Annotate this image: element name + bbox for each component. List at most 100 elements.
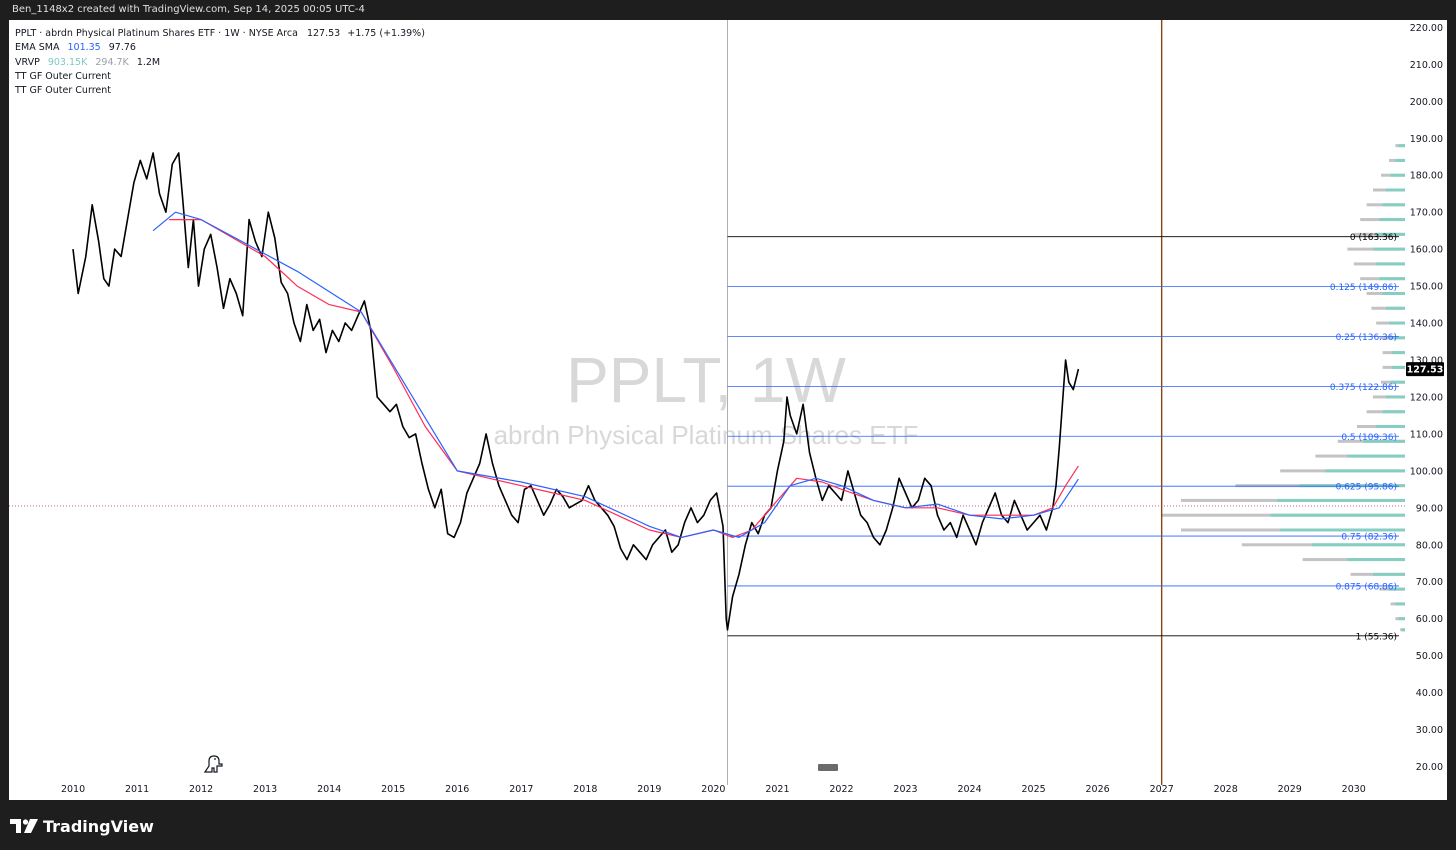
legend-vrvp-row[interactable]: VRVP 903.15K 294.7K 1.2M xyxy=(15,56,425,70)
chart-legend: PPLT · abrdn Physical Platinum Shares ET… xyxy=(15,27,425,98)
vp-bar-up xyxy=(1390,336,1405,340)
x-tick-label: 2028 xyxy=(1214,784,1238,795)
vp-bar-up xyxy=(1390,380,1405,384)
y-tick-label: 140.00 xyxy=(1410,319,1443,330)
vp-bar-up xyxy=(1392,365,1405,369)
y-tick-label: 180.00 xyxy=(1410,171,1443,182)
dino-icon[interactable] xyxy=(203,755,223,773)
y-tick-label: 50.00 xyxy=(1416,651,1443,662)
tradingview-brand[interactable]: TradingView xyxy=(10,816,154,836)
header-caption: Ben_1148x2 created with TradingView.com,… xyxy=(12,4,365,15)
series-sma-line[interactable] xyxy=(152,211,1079,538)
legend-ema-sma-row[interactable]: EMA SMA 101.35 97.76 xyxy=(15,41,425,55)
x-tick-label: 2015 xyxy=(381,784,405,795)
y-tick-label: 170.00 xyxy=(1410,208,1443,219)
watermark-title: PPLT, 1W xyxy=(566,344,846,416)
x-tick-label: 2017 xyxy=(509,784,533,795)
fib-level-label: 1 (55.36) xyxy=(1356,632,1397,642)
vp-bar-up xyxy=(1280,528,1405,532)
y-tick-label: 160.00 xyxy=(1410,245,1443,256)
y-tick-label: 40.00 xyxy=(1416,688,1443,699)
x-tick-label: 2010 xyxy=(61,784,85,795)
x-tick-label: 2013 xyxy=(253,784,277,795)
vrvp-up-value: 903.15K xyxy=(47,56,88,68)
y-tick-label: 120.00 xyxy=(1410,392,1443,403)
vp-bar-up xyxy=(1401,628,1405,632)
fib-level-label: 0.75 (82.36) xyxy=(1341,533,1397,543)
volume-profile xyxy=(1161,144,1405,632)
last-price-label: 127.53 xyxy=(1407,365,1444,376)
legend-change: +1.75 (+1.39%) xyxy=(347,28,425,39)
y-tick-label: 110.00 xyxy=(1410,429,1443,440)
y-tick-label: 80.00 xyxy=(1416,540,1443,551)
y-tick-label: 220.00 xyxy=(1410,23,1443,34)
chart-svg[interactable]: PPLT, 1W abrdn Physical Platinum Shares … xyxy=(9,20,1447,800)
y-tick-label: 90.00 xyxy=(1416,503,1443,514)
price-axis[interactable]: 20.00 30.00 40.00 50.00 60.00 70.00 80.00 90.00… xyxy=(1406,23,1444,773)
vp-bar-up xyxy=(1376,262,1405,266)
event-marker-icon[interactable] xyxy=(818,764,838,771)
legend-indicator-2[interactable]: TT GF Outer Current xyxy=(15,85,111,97)
fib-level-label: 0.5 (109.36) xyxy=(1341,433,1397,443)
header-bar: Ben_1148x2 created with TradingView.com,… xyxy=(0,0,1456,20)
footer-bar: TradingView xyxy=(0,800,1456,850)
y-tick-label: 70.00 xyxy=(1416,577,1443,588)
reference-lines xyxy=(9,20,1405,785)
vp-bar-up xyxy=(1382,410,1405,414)
vp-bar-up xyxy=(1325,469,1405,473)
vp-bar-up xyxy=(1389,587,1405,591)
y-tick-label: 100.00 xyxy=(1410,466,1443,477)
vp-bar-up xyxy=(1363,439,1405,443)
legend-symbol-row[interactable]: PPLT · abrdn Physical Platinum Shares ET… xyxy=(15,27,425,41)
y-tick-label: 60.00 xyxy=(1416,614,1443,625)
vp-bar-up xyxy=(1389,321,1405,325)
vp-bar-up xyxy=(1385,395,1405,399)
tradingview-logo-icon xyxy=(10,819,38,833)
x-tick-label: 2020 xyxy=(701,784,725,795)
x-tick-label: 2012 xyxy=(189,784,213,795)
legend-indicator-1[interactable]: TT GF Outer Current xyxy=(15,70,111,82)
vp-bar-up xyxy=(1270,513,1405,517)
fib-level-label: 0.25 (136.36) xyxy=(1336,333,1397,343)
sma-value: 97.76 xyxy=(108,42,136,54)
x-tick-label: 2026 xyxy=(1086,784,1110,795)
watermark: PPLT, 1W abrdn Physical Platinum Shares … xyxy=(494,344,919,450)
vp-bar-up xyxy=(1373,572,1405,576)
vp-bar-up xyxy=(1376,425,1405,429)
series-pplt-line[interactable] xyxy=(72,152,1080,631)
vp-bar-up xyxy=(1277,498,1405,502)
fib-level-label: 0.625 (95.86) xyxy=(1336,483,1397,493)
vp-bar-up xyxy=(1385,306,1405,310)
x-tick-label: 2021 xyxy=(765,784,789,795)
fibonacci-retracement[interactable]: 0 (163.36) 0.125 (149.86) 0.25 (136.36) 0.3… xyxy=(727,233,1399,642)
x-tick-label: 2030 xyxy=(1342,784,1366,795)
x-tick-label: 2018 xyxy=(573,784,597,795)
chart-area[interactable]: PPLT, 1W abrdn Physical Platinum Shares … xyxy=(9,20,1447,800)
y-tick-label: 190.00 xyxy=(1410,134,1443,145)
y-tick-label: 200.00 xyxy=(1410,97,1443,108)
y-tick-label: 30.00 xyxy=(1416,725,1443,736)
watermark-subtitle: abrdn Physical Platinum Shares ETF xyxy=(494,420,919,450)
vrvp-down-value: 294.7K xyxy=(95,56,129,68)
last-price-badge[interactable] xyxy=(1406,362,1444,377)
vp-bar-up xyxy=(1347,558,1405,562)
vp-bar-up xyxy=(1347,454,1405,458)
series-layer xyxy=(72,152,1080,631)
y-tick-label: 150.00 xyxy=(1410,282,1443,293)
vp-bar-up xyxy=(1312,543,1405,547)
vp-bar-up xyxy=(1382,203,1405,207)
vp-bar-up xyxy=(1379,277,1405,281)
x-tick-label: 2014 xyxy=(317,784,341,795)
fib-level-label: 0.125 (149.86) xyxy=(1330,283,1397,293)
legend-symbol: PPLT · abrdn Physical Platinum Shares ET… xyxy=(15,28,298,39)
x-tick-label: 2019 xyxy=(637,784,661,795)
brand-name: TradingView xyxy=(43,816,154,836)
vp-bar-up xyxy=(1398,617,1405,621)
time-axis[interactable]: 2010 2011 2012 2013 2014 2015 2016 2017 2018 2019… xyxy=(61,784,1366,795)
vrvp-label: VRVP xyxy=(15,56,40,68)
vp-bar-up xyxy=(1395,158,1405,162)
fib-level-label: 0.375 (122.86) xyxy=(1330,383,1397,393)
vp-bar-up xyxy=(1379,218,1405,222)
vp-bar-up xyxy=(1395,602,1405,606)
vp-bar-up xyxy=(1398,144,1405,148)
